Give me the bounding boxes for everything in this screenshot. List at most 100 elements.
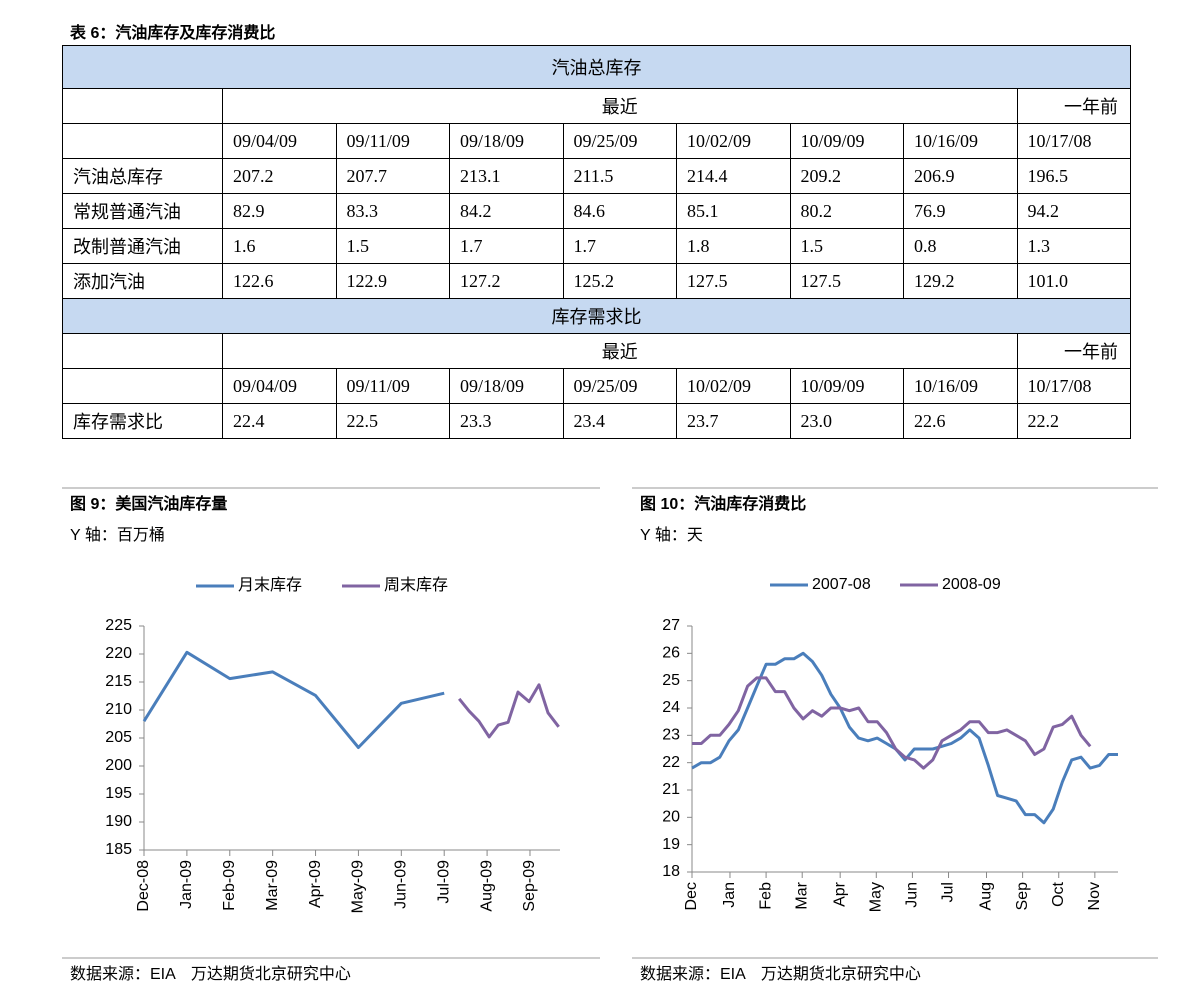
y-tick-label: 200 (105, 757, 132, 774)
y-tick-label: 185 (105, 841, 132, 858)
date: 10/17/08 (1016, 368, 1132, 404)
date: 09/11/09 (335, 123, 450, 159)
date: 10/09/09 (789, 123, 904, 159)
x-tick-label: Sep (1014, 882, 1031, 911)
y-tick-label: 190 (105, 813, 132, 830)
legend-label: 2007-08 (812, 576, 871, 593)
x-tick-label: Jan (721, 882, 738, 908)
row-label: 汽油总库存 (62, 158, 223, 194)
x-tick-label: Aug-09 (478, 860, 495, 912)
data-table: 汽油总库存 最近 一年前 09/04/09 09/11/09 09/18/09 09/25/… (61, 45, 1132, 439)
x-tick-label: Apr (831, 881, 848, 907)
x-tick-label: Aug (978, 882, 995, 910)
y-tick-label: 210 (105, 701, 132, 718)
legend-label: 周末库存 (384, 576, 448, 594)
x-tick-label: Jun (904, 882, 921, 908)
date: 10/02/09 (676, 123, 791, 159)
series-line (458, 683, 560, 739)
cell-value: 23.3 (449, 403, 564, 439)
data-row: 库存需求比 22.4 22.5 23.3 23.4 23.7 23.0 22.6 22.2 (62, 403, 1132, 439)
cell-value: 1.3 (1016, 228, 1132, 264)
y-tick-label: 23 (662, 727, 680, 744)
chart-subtitle: Y 轴：百万桶 (70, 526, 165, 544)
x-tick-label: Sep-09 (521, 860, 538, 912)
recent-label: 最近 (222, 333, 1018, 369)
period-row: 最近 一年前 (62, 88, 1132, 124)
period-row: 最近 一年前 (62, 333, 1132, 369)
date-row: 09/04/09 09/11/09 09/18/09 09/25/09 10/02/09… (62, 123, 1132, 159)
y-tick-label: 20 (662, 809, 680, 826)
cell-value: 0.8 (903, 228, 1018, 264)
cell-value: 211.5 (562, 158, 677, 194)
data-row: 汽油总库存 207.2 207.7 213.1 211.5 214.4 209.2 206.9… (62, 158, 1132, 194)
cell-value: 127.5 (789, 263, 904, 299)
cell-value: 23.0 (789, 403, 904, 439)
cell-value: 129.2 (903, 263, 1018, 299)
y-tick-label: 215 (105, 673, 132, 690)
chart-title: 图 10：汽油库存消费比 (640, 494, 806, 513)
y-tick-label: 24 (662, 699, 680, 716)
date: 09/25/09 (562, 123, 677, 159)
x-tick-label: Dec (683, 882, 700, 910)
x-tick-label: Jul (940, 882, 957, 902)
legend-label: 月末库存 (238, 576, 302, 594)
cell-value: 1.7 (449, 228, 564, 264)
section-header: 库存需求比 (61, 298, 1132, 334)
cell-value: 22.5 (335, 403, 450, 439)
empty-cell (62, 123, 223, 159)
cell-value: 209.2 (789, 158, 904, 194)
cell-value: 1.7 (562, 228, 677, 264)
cell-value: 122.9 (335, 263, 450, 299)
cell-value: 207.2 (222, 158, 337, 194)
data-row: 常规普通汽油 82.9 83.3 84.2 84.6 85.1 80.2 76.9 94.2 (62, 193, 1132, 229)
y-tick-label: 19 (662, 836, 680, 853)
y-tick-label: 27 (662, 617, 680, 634)
date-row: 09/04/09 09/11/09 09/18/09 09/25/09 10/02/09… (62, 368, 1132, 404)
cell-value: 84.2 (449, 193, 564, 229)
cell-value: 101.0 (1016, 263, 1132, 299)
series-line (142, 650, 445, 749)
x-tick-label: Jun-09 (393, 860, 410, 909)
date: 10/17/08 (1016, 123, 1132, 159)
cell-value: 22.2 (1016, 403, 1132, 439)
x-tick-label: Feb-09 (221, 860, 238, 911)
x-tick-label: Dec-08 (135, 860, 152, 912)
y-tick-label: 225 (105, 617, 132, 634)
x-tick-label: Jan-09 (178, 860, 195, 909)
x-tick-label: May-09 (350, 860, 367, 913)
cell-value: 23.7 (676, 403, 791, 439)
empty-cell (62, 368, 223, 404)
date: 09/04/09 (222, 368, 337, 404)
row-label: 常规普通汽油 (62, 193, 223, 229)
x-tick-label: Mar-09 (264, 860, 281, 911)
section-header: 汽油总库存 (61, 45, 1132, 89)
data-row: 添加汽油 122.6 122.9 127.2 125.2 127.5 127.5 129.2 1… (62, 263, 1132, 299)
chart-source: 数据来源：EIA 万达期货北京研究中心 (70, 965, 351, 983)
cell-value: 22.6 (903, 403, 1018, 439)
x-tick-label: Jul-09 (435, 860, 452, 904)
cell-value: 22.4 (222, 403, 337, 439)
cell-value: 1.6 (222, 228, 337, 264)
date: 09/04/09 (222, 123, 337, 159)
section-header-row: 汽油总库存 (61, 45, 1132, 89)
x-tick-label: Apr-09 (307, 860, 324, 908)
series-line (691, 651, 1118, 825)
y-tick-label: 205 (105, 729, 132, 746)
x-tick-label: Nov (1086, 882, 1103, 910)
data-row: 改制普通汽油 1.6 1.5 1.7 1.7 1.8 1.5 0.8 1.3 (62, 228, 1132, 264)
cell-value: 206.9 (903, 158, 1018, 194)
cell-value: 214.4 (676, 158, 791, 194)
chart-source: 数据来源：EIA 万达期货北京研究中心 (640, 965, 921, 983)
date: 09/25/09 (562, 368, 677, 404)
cell-value: 82.9 (222, 193, 337, 229)
y-tick-label: 195 (105, 785, 132, 802)
cell-value: 196.5 (1016, 158, 1132, 194)
cell-value: 80.2 (789, 193, 904, 229)
y-tick-label: 26 (662, 645, 680, 662)
section-header-row: 库存需求比 (61, 298, 1132, 334)
cell-value: 85.1 (676, 193, 791, 229)
y-tick-label: 21 (662, 781, 680, 798)
cell-value: 1.5 (789, 228, 904, 264)
